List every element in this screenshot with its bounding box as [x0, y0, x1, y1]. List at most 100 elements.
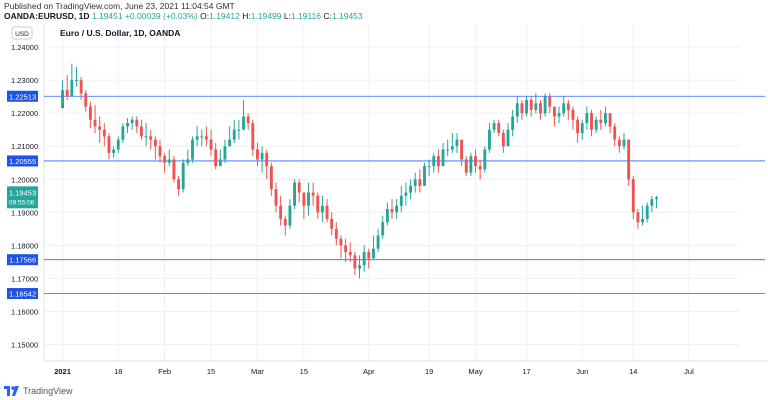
candle-body — [116, 139, 120, 150]
candle-body — [460, 139, 464, 160]
low-label: L: — [283, 11, 291, 21]
candle-body — [529, 99, 533, 110]
x-tick-label: 17 — [522, 367, 530, 376]
candle-body — [232, 129, 236, 140]
candle-body — [344, 245, 348, 252]
candle-body — [260, 152, 264, 160]
candle-body — [144, 136, 148, 138]
candle-body — [483, 149, 487, 170]
candle-body — [158, 146, 162, 157]
candle-body — [214, 149, 218, 167]
price-line-label-bg — [7, 254, 38, 266]
x-tick-label: 19 — [425, 367, 433, 376]
candle-body — [140, 126, 143, 137]
price-chart[interactable]: 1.24000 1.23000 1.22000 1.21000 1.20000 1.190… — [0, 22, 768, 384]
candle-body — [93, 119, 97, 127]
candle-body — [376, 235, 380, 249]
candle-body — [320, 205, 324, 213]
candle-body — [455, 139, 459, 147]
symbol-name: OANDA:EURUSD, 1D — [4, 11, 90, 21]
bar-countdown-label: 09:55:08 — [9, 199, 35, 206]
candle-body — [469, 156, 473, 173]
candle-body — [209, 139, 213, 150]
candle-body — [269, 166, 273, 190]
candle-body — [617, 139, 621, 147]
candle-body — [539, 103, 542, 114]
candle-body — [418, 179, 422, 186]
candle-body — [181, 162, 185, 190]
candle-body — [251, 123, 255, 150]
candle-body — [65, 90, 69, 97]
candle-body — [265, 152, 269, 167]
currency-badge-box — [11, 26, 33, 40]
candle-body — [557, 113, 561, 117]
candle-body — [84, 93, 88, 107]
x-tick-label: Mar — [251, 367, 264, 376]
candle-body — [126, 123, 129, 127]
candle-body — [246, 116, 250, 124]
candle-body — [61, 90, 64, 109]
candle-body — [334, 228, 338, 239]
y-tick-label: 1.24000 — [11, 43, 38, 52]
candle-body — [608, 113, 612, 127]
candle-body — [130, 119, 134, 124]
candle-body — [70, 80, 74, 97]
candle-body — [576, 119, 580, 134]
candle-body — [121, 126, 125, 140]
candle-body — [256, 149, 259, 160]
y-tick-label: 1.15000 — [11, 340, 38, 349]
x-tick-label: Apr — [363, 367, 375, 376]
x-tick-label: 15 — [300, 367, 308, 376]
x-tick-label: 2021 — [54, 367, 71, 376]
close-value: 1.19453 — [331, 11, 363, 21]
x-tick-label: 14 — [629, 367, 637, 376]
candle-body — [204, 136, 208, 140]
candle-body — [283, 218, 287, 226]
candle-body — [358, 265, 361, 269]
candle-body — [520, 103, 524, 114]
candle-body — [274, 189, 278, 206]
candle-body — [613, 126, 617, 140]
x-tick-label: Jun — [576, 367, 588, 376]
x-tick-label: 15 — [207, 367, 215, 376]
y-tick-label: 1.20000 — [11, 175, 38, 184]
candle-body — [423, 166, 426, 186]
price-line-label-bg — [7, 90, 38, 102]
price-line-label: 1.16542 — [9, 290, 36, 299]
low-value: 1.19116 — [290, 11, 322, 21]
candle-body — [107, 136, 111, 153]
candle-body — [288, 205, 292, 226]
candle-body — [622, 139, 626, 147]
candle-body — [372, 248, 375, 259]
candle-body — [135, 119, 139, 127]
candle-body — [474, 156, 477, 167]
x-tick-label: 18 — [114, 367, 122, 376]
candle-body — [395, 205, 399, 213]
candle-body — [650, 199, 654, 206]
candle-body — [585, 113, 589, 124]
y-tick-label: 1.21000 — [11, 142, 38, 151]
candle-body — [409, 185, 412, 193]
candle-body — [348, 251, 352, 256]
candle-body — [552, 106, 556, 117]
candle-body — [594, 119, 598, 130]
last-price-label: 1.19453 — [9, 188, 36, 197]
candle-body — [330, 218, 334, 229]
open-value: 1.19412 — [209, 11, 240, 21]
candle-body — [655, 197, 658, 200]
candle-body — [548, 96, 552, 107]
open-label: O: — [200, 11, 210, 21]
candle-body — [446, 149, 450, 151]
candle-body — [79, 80, 83, 94]
candle-body — [432, 156, 436, 167]
candle-body — [381, 222, 385, 236]
candle-body — [195, 136, 199, 140]
candle-body — [478, 166, 482, 170]
candle-body — [307, 192, 310, 206]
high-label: H: — [242, 11, 251, 21]
candle-body — [441, 149, 445, 167]
candle-body — [497, 123, 501, 134]
candle-body — [580, 123, 584, 134]
candle-body — [279, 205, 283, 219]
candle-body — [339, 238, 343, 246]
